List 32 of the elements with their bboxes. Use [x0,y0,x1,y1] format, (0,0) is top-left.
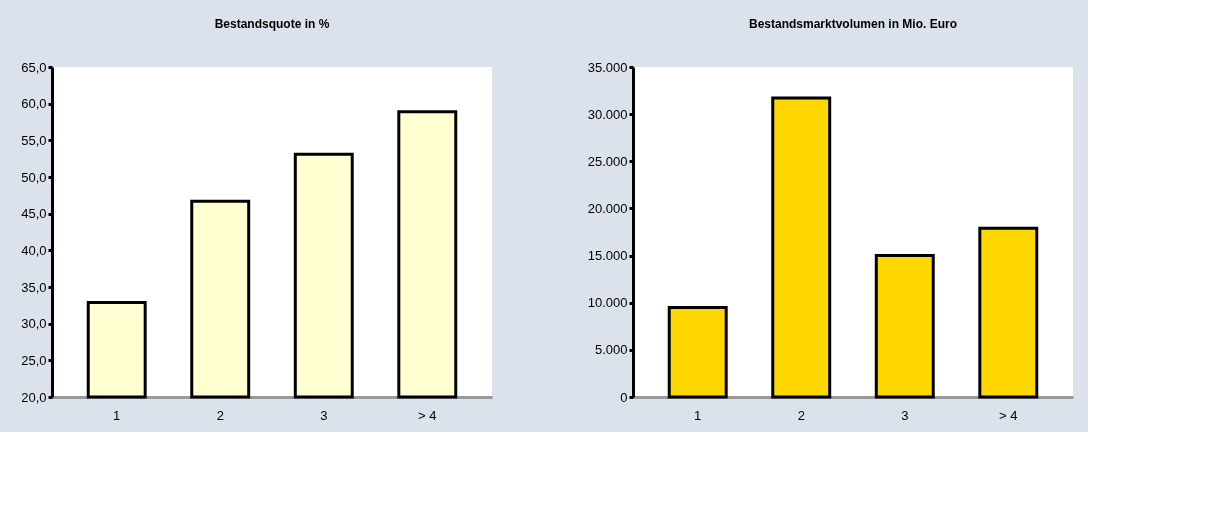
x-tick-label: > 4 [999,407,1018,423]
bar [978,226,1039,399]
y-tick-label: 25,0 [21,352,47,368]
x-tick-label: 2 [797,407,805,423]
y-tick-label: 60,0 [21,96,47,112]
bar [667,305,728,399]
x-tick-label: 3 [320,407,328,423]
y-tick-label: 35,0 [21,279,47,295]
y-tick-label: 0 [620,389,628,405]
y-tick-label: 20.000 [587,200,628,216]
y-tick-label: 35.000 [587,59,628,75]
x-tick-label: > 4 [418,407,437,423]
y-tick-label: 25.000 [587,153,628,169]
chart-title: Bestandsmarktvolumen in Mio. Euro [748,17,958,31]
y-tick-label: 40,0 [21,242,47,258]
x-tick-label: 2 [216,407,224,423]
y-tick-label: 45,0 [21,206,47,222]
y-tick-label: 5.000 [594,342,628,358]
bar [771,96,832,399]
x-tick-label: 3 [901,407,909,423]
y-tick-label: 10.000 [587,295,628,311]
y-tick-label: 65,0 [21,59,47,75]
bar [874,254,935,399]
y-tick-label: 30.000 [587,106,628,122]
y-tick-label: 20,0 [21,389,47,405]
y-tick-label: 50,0 [21,169,47,185]
y-tick-label: 55,0 [21,132,47,148]
chart-title: Bestandsquote in % [214,17,330,31]
x-tick-label: 1 [113,407,121,423]
y-tick-label: 15.000 [587,248,628,264]
y-tick-label: 30,0 [21,316,47,332]
x-tick-label: 1 [694,407,702,423]
